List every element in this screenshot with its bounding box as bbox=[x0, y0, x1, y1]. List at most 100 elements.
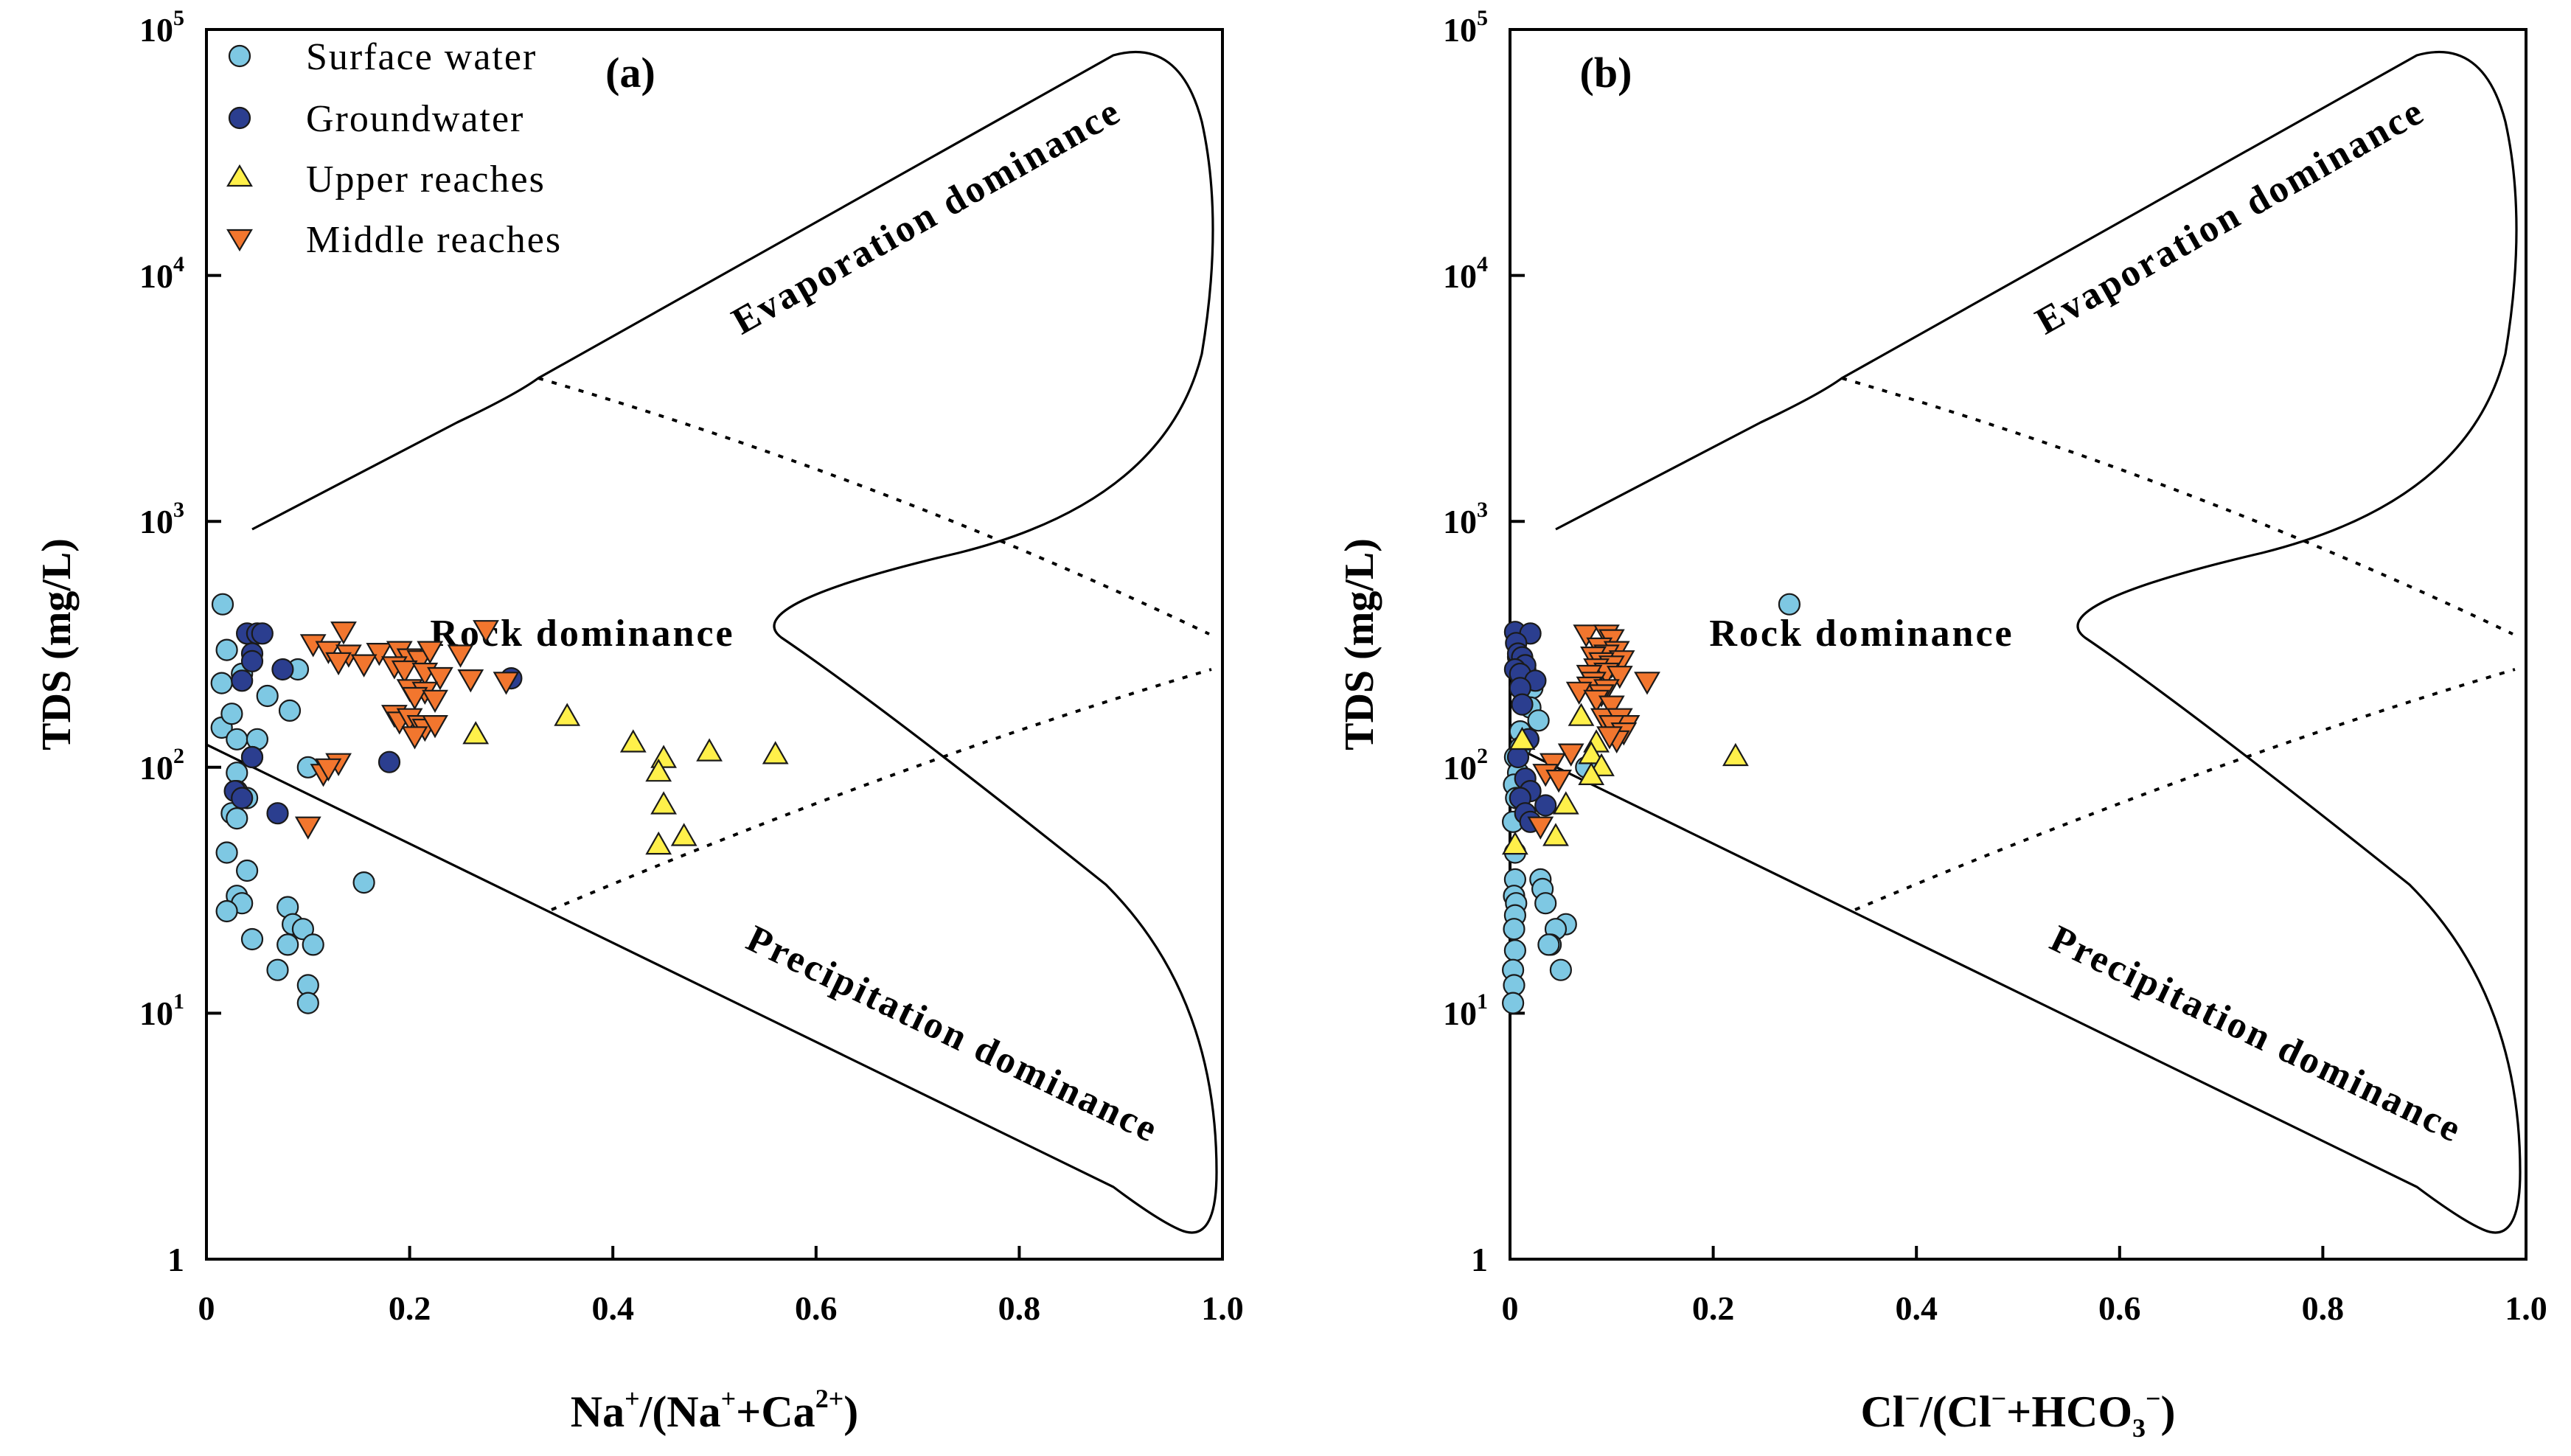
panel-b-point-upper-reaches bbox=[1509, 726, 1536, 750]
panel-b-x-tick-label: 0.2 bbox=[1692, 1289, 1735, 1327]
panel-a-point-upper-reaches bbox=[670, 823, 697, 846]
panel-b-point-surface-water bbox=[1537, 933, 1560, 956]
panel-a-precipitation-label: Precipitation dominance bbox=[740, 918, 1166, 1152]
panel-b-point-upper-reaches bbox=[1578, 762, 1605, 786]
panel-a-point-middle-reaches bbox=[422, 689, 448, 714]
panel-a-x-tick-label: 0.8 bbox=[998, 1289, 1041, 1327]
panel-a-point-middle-reaches bbox=[315, 641, 342, 664]
legend-label-middle-reaches: Middle reaches bbox=[306, 219, 562, 261]
panel-a-point-middle-reaches bbox=[473, 620, 499, 644]
panel-a-point-upper-reaches bbox=[645, 831, 672, 855]
panel-a-point-middle-reaches bbox=[366, 642, 393, 666]
panel-b-point-surface-water bbox=[1778, 593, 1801, 616]
panel-b-precipitation-label: Precipitation dominance bbox=[2044, 918, 2469, 1152]
panel-a-point-middle-reaches bbox=[417, 641, 444, 664]
panel-b-x-ticks bbox=[1509, 1246, 2527, 1259]
panel-a-point-upper-reaches bbox=[554, 703, 581, 726]
panel-a-point-surface-water bbox=[226, 728, 248, 750]
panel-a-point-middle-reaches bbox=[447, 644, 474, 668]
panel-b-point-middle-reaches bbox=[1634, 672, 1660, 695]
panel-a-y-tick-label: 105 bbox=[139, 6, 184, 49]
panel-a-point-surface-water bbox=[296, 992, 319, 1014]
panel-a-point-surface-water bbox=[278, 699, 302, 722]
legend-label-groundwater: Groundwater bbox=[306, 98, 524, 140]
panel-a-point-groundwater bbox=[378, 750, 401, 773]
panel-b-point-middle-reaches bbox=[1545, 769, 1572, 793]
panel-b: 0 0.2 0.4 0.6 0.8 1.0 1 101 102 103 104 … bbox=[1337, 6, 2547, 1443]
panel-a-rock-boundary-upper bbox=[537, 377, 1210, 635]
legend-marker-surface-water bbox=[228, 44, 251, 68]
panel-b-y-tick-label: 104 bbox=[1443, 252, 1488, 295]
panel-b-rock-label: Rock dominance bbox=[1709, 613, 2014, 655]
panel-b-point-middle-reaches bbox=[1527, 816, 1554, 840]
panel-a-rock-label: Rock dominance bbox=[430, 613, 734, 655]
panel-a-point-surface-water bbox=[266, 958, 289, 981]
panel-a-point-groundwater bbox=[240, 649, 264, 673]
panel-b-point-surface-water bbox=[1503, 939, 1526, 962]
panel-a-point-middle-reaches bbox=[315, 758, 342, 782]
panel-a-point-surface-water bbox=[211, 593, 234, 616]
panel-a-x-tick-labels: 0 0.2 0.4 0.6 0.8 1.0 bbox=[198, 1289, 1244, 1327]
panel-b-data-points bbox=[1502, 593, 1801, 1014]
panel-a-point-middle-reaches bbox=[401, 686, 428, 711]
panel-b-x-tick-label: 0.4 bbox=[1895, 1289, 1938, 1327]
legend-item-middle-reaches: Middle reaches bbox=[226, 219, 562, 261]
panel-a-point-surface-water bbox=[220, 703, 243, 725]
panel-b-x-tick-label: 0 bbox=[1502, 1289, 1519, 1327]
panel-b-point-surface-water bbox=[1527, 709, 1550, 732]
panel-a-point-middle-reaches bbox=[391, 660, 418, 684]
panel-a-x-tick-label: 0.2 bbox=[389, 1289, 431, 1327]
panel-b-y-axis-label: TDS (mg/L) bbox=[1337, 538, 1382, 750]
panel-b-x-axis-label: Cl−/(Cl−+HCO3−) bbox=[1860, 1384, 2175, 1443]
panel-a-point-middle-reaches bbox=[350, 654, 378, 678]
panel-a-point-middle-reaches bbox=[294, 816, 321, 840]
panel-a-point-middle-reaches bbox=[493, 672, 520, 695]
panel-a-point-middle-reaches bbox=[330, 621, 357, 645]
panel-a-point-surface-water bbox=[236, 859, 259, 882]
panel-a-point-surface-water bbox=[352, 871, 375, 894]
panel-b-x-tick-labels: 0 0.2 0.4 0.6 0.8 1.0 bbox=[1502, 1289, 2547, 1327]
panel-a-x-tick-label: 1.0 bbox=[1201, 1289, 1244, 1327]
legend: Surface water Groundwater Upper reaches … bbox=[226, 36, 562, 261]
legend-label-surface-water: Surface water bbox=[306, 36, 537, 78]
panel-b-point-surface-water bbox=[1549, 958, 1572, 981]
panel-b-evaporation-label: Evaporation dominance bbox=[2028, 90, 2432, 343]
panel-b-point-upper-reaches bbox=[1542, 823, 1569, 846]
panel-b-point-upper-reaches bbox=[1722, 742, 1749, 767]
panel-a-point-upper-reaches bbox=[696, 738, 723, 762]
panel-a-y-tick-label: 101 bbox=[139, 989, 184, 1032]
panel-a-point-middle-reaches bbox=[427, 666, 453, 691]
panel-a-x-tick-label: 0.4 bbox=[591, 1289, 634, 1327]
panel-a-y-axis-label: TDS (mg/L) bbox=[34, 538, 80, 750]
panel-a-y-tick-label: 102 bbox=[139, 744, 184, 787]
panel-a-point-upper-reaches bbox=[645, 758, 672, 782]
panel-b-point-upper-reaches bbox=[1552, 791, 1579, 815]
panel-b-point-middle-reaches bbox=[1573, 624, 1600, 648]
panel-a-point-surface-water bbox=[215, 841, 238, 864]
panel-b-rock-boundary-upper bbox=[1841, 377, 2513, 635]
panel-b-label: (b) bbox=[1580, 49, 1632, 97]
panel-a-frame bbox=[205, 28, 1224, 1261]
panel-a-y-tick-label: 104 bbox=[139, 252, 184, 295]
panel-b-point-middle-reaches bbox=[1596, 726, 1623, 750]
panel-b-point-upper-reaches bbox=[1502, 831, 1528, 855]
panel-a-evaporation-curve bbox=[206, 51, 1218, 1234]
panel-a-point-middle-reaches bbox=[401, 726, 428, 750]
panel-b-rock-boundary-lower bbox=[1854, 668, 2516, 911]
panel-a-point-upper-reaches bbox=[650, 791, 677, 815]
legend-item-groundwater: Groundwater bbox=[228, 98, 524, 140]
panel-b-point-groundwater bbox=[1511, 693, 1534, 716]
panel-a-point-middle-reaches bbox=[457, 669, 484, 693]
panel-a-x-tick-label: 0.6 bbox=[795, 1289, 838, 1327]
panel-a-point-upper-reaches bbox=[619, 729, 647, 753]
panel-a-data-points bbox=[210, 593, 789, 1014]
panel-a-y-tick-labels: 1 101 102 103 104 105 bbox=[139, 6, 184, 1278]
panel-a-label: (a) bbox=[605, 49, 655, 97]
panel-b-point-surface-water bbox=[1534, 892, 1557, 915]
panel-b-point-surface-water bbox=[1503, 918, 1525, 941]
panel-a-point-groundwater bbox=[231, 669, 254, 692]
panel-b-point-middle-reaches bbox=[1598, 695, 1625, 719]
legend-marker-groundwater bbox=[228, 106, 251, 130]
panel-a: 0 0.2 0.4 0.6 0.8 1.0 1 101 102 103 104 … bbox=[34, 6, 1244, 1436]
panel-b-point-groundwater bbox=[1506, 745, 1530, 769]
